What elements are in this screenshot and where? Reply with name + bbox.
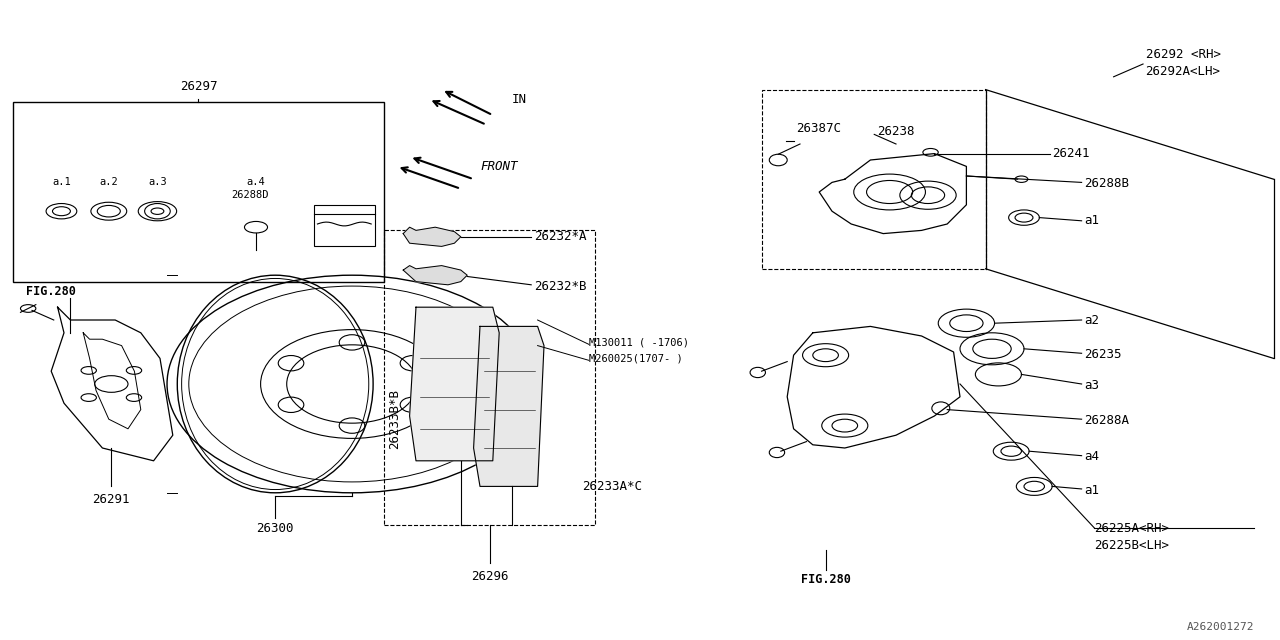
Text: a.1: a.1 <box>52 177 70 188</box>
Text: 26292A<LH>: 26292A<LH> <box>1146 65 1221 78</box>
Text: M130011 ( -1706): M130011 ( -1706) <box>589 337 689 348</box>
Text: 26288B: 26288B <box>1084 177 1129 190</box>
Text: 26233A*C: 26233A*C <box>582 480 643 493</box>
Text: 26232*B: 26232*B <box>534 280 586 293</box>
Text: IN: IN <box>512 93 527 106</box>
Polygon shape <box>403 227 461 246</box>
Text: 26288D: 26288D <box>230 190 269 200</box>
Text: 26296: 26296 <box>471 570 509 582</box>
Text: 26291: 26291 <box>92 493 131 506</box>
Text: a2: a2 <box>1084 314 1100 326</box>
Text: M260025(1707- ): M260025(1707- ) <box>589 353 682 364</box>
Text: a4: a4 <box>1084 451 1100 463</box>
Text: A262001272: A262001272 <box>1187 622 1254 632</box>
Text: 26233B*B: 26233B*B <box>388 389 401 449</box>
Text: 26297: 26297 <box>179 80 218 93</box>
Text: FIG.280: FIG.280 <box>801 573 850 586</box>
Text: 26238: 26238 <box>877 125 914 138</box>
Text: 26288A: 26288A <box>1084 414 1129 427</box>
Text: 26235: 26235 <box>1084 348 1121 361</box>
Text: 26241: 26241 <box>1052 147 1089 160</box>
Text: a1: a1 <box>1084 484 1100 497</box>
Bar <box>762 90 986 269</box>
Text: 26225B<LH>: 26225B<LH> <box>1094 539 1170 552</box>
Text: 26232*A: 26232*A <box>534 230 586 243</box>
Polygon shape <box>474 326 544 486</box>
Text: a.3: a.3 <box>148 177 166 188</box>
Polygon shape <box>403 266 467 285</box>
Text: a3: a3 <box>1084 379 1100 392</box>
Text: a.2: a.2 <box>100 177 118 188</box>
Bar <box>314 205 375 246</box>
Text: 26387C: 26387C <box>796 122 841 134</box>
Text: FRONT: FRONT <box>480 160 517 173</box>
Bar <box>384 230 595 525</box>
Text: 26300: 26300 <box>256 522 294 534</box>
Bar <box>13 102 384 282</box>
Text: FIG.280: FIG.280 <box>26 285 76 298</box>
Polygon shape <box>410 307 499 461</box>
Text: a.4: a.4 <box>247 177 265 188</box>
Text: 26225A<RH>: 26225A<RH> <box>1094 522 1170 534</box>
Text: a1: a1 <box>1084 214 1100 227</box>
Text: 26292 <RH>: 26292 <RH> <box>1146 48 1221 61</box>
